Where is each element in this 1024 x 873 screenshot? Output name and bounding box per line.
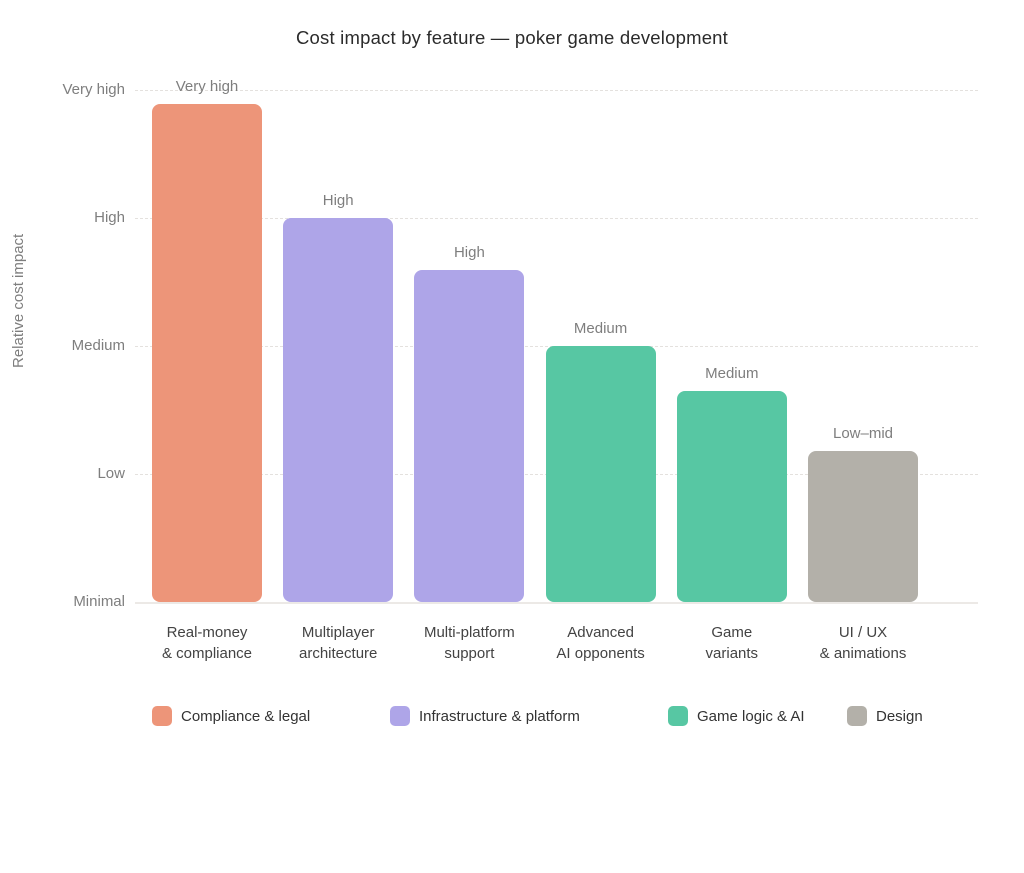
x-category-label-line: UI / UX: [838, 624, 888, 641]
x-category-label: UI / UX & animations: [783, 622, 943, 664]
bar: [152, 104, 262, 602]
legend-label: Compliance & legal: [181, 707, 311, 725]
x-category-label-line: architecture: [299, 645, 378, 662]
x-category-label-line: & animations: [819, 645, 907, 662]
legend-swatch: [390, 706, 410, 726]
bar: [676, 391, 787, 602]
legend-label: Design: [876, 707, 923, 725]
x-category-label-line: variants: [705, 645, 759, 662]
x-category-label-line: Advanced: [567, 624, 634, 641]
x-category-label-line: Multiplayer: [301, 624, 375, 641]
y-tick-label: Low: [97, 465, 125, 482]
bar-value-label: Very high: [175, 78, 239, 95]
bar: [414, 270, 525, 602]
x-category-label-line: & compliance: [161, 645, 253, 662]
y-tick-label: High: [94, 209, 125, 226]
x-category-label: Real-money & compliance: [127, 622, 287, 664]
chart-title: Cost impact by feature — poker game deve…: [295, 27, 729, 48]
bar-value-label: Low–mid: [832, 425, 894, 442]
y-axis-title: Relative cost impact: [10, 233, 27, 369]
legend-swatch: [668, 706, 688, 726]
legend-item: Game logic & AI: [668, 705, 805, 727]
x-category-label: Multi-platform support: [389, 622, 549, 664]
x-category-label-line: support: [444, 645, 495, 662]
x-category-label-line: Multi-platform: [423, 624, 515, 641]
bar-value-label: High: [453, 244, 485, 261]
bar-value-label: High: [322, 192, 354, 209]
bar: [808, 451, 918, 602]
legend-item: Infrastructure & platform: [390, 705, 580, 727]
legend-item: Compliance & legal: [152, 705, 310, 727]
gridline: [135, 218, 978, 219]
x-category-label-line: Real-money: [166, 624, 248, 641]
bar-value-label: Medium: [573, 320, 628, 337]
y-tick-label: Very high: [62, 81, 125, 98]
x-category-label: Multiplayer architecture: [258, 622, 418, 664]
gridline: [135, 90, 978, 91]
bar-value-label: Medium: [705, 365, 759, 382]
x-category-label: Game variants: [652, 622, 812, 664]
legend-label: Game logic & AI: [697, 707, 805, 725]
y-tick-label: Minimal: [73, 593, 125, 610]
x-category-label-line: AI opponents: [556, 645, 645, 662]
legend-item: Design: [847, 705, 923, 727]
x-category-label: Advanced AI opponents: [521, 622, 681, 664]
x-category-label-line: Game: [711, 624, 753, 641]
bar: [283, 218, 394, 602]
legend-label: Infrastructure & platform: [419, 707, 580, 725]
legend-swatch: [152, 706, 172, 726]
bar: [545, 346, 656, 602]
y-tick-label: Medium: [71, 337, 125, 354]
legend-swatch: [847, 706, 867, 726]
x-axis-baseline: [135, 602, 978, 604]
